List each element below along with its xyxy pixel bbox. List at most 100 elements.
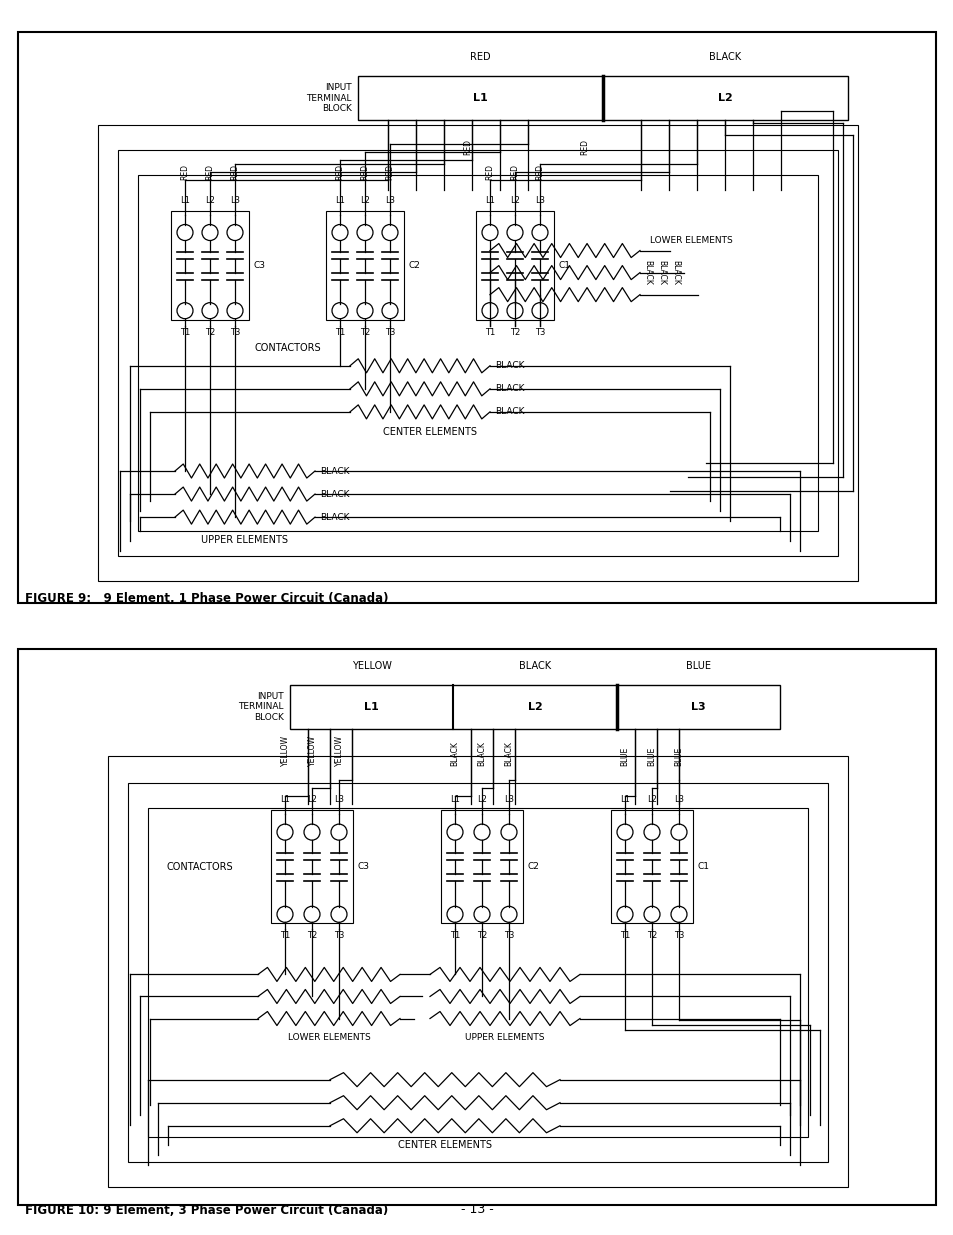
Text: CENTER ELEMENTS: CENTER ELEMENTS	[397, 1140, 492, 1150]
Text: INPUT
TERMINAL
BLOCK: INPUT TERMINAL BLOCK	[238, 692, 284, 721]
Text: L1: L1	[280, 795, 290, 804]
Text: YELLOW: YELLOW	[352, 661, 392, 671]
Text: RED: RED	[463, 140, 472, 156]
Text: T2: T2	[509, 327, 519, 337]
Bar	[326, 211, 403, 320]
Bar	[290, 684, 780, 729]
Text: T1: T1	[484, 327, 495, 337]
Text: RED: RED	[470, 52, 490, 62]
Text: FIGURE 9:   9 Element, 1 Phase Power Circuit (Canada): FIGURE 9: 9 Element, 1 Phase Power Circu…	[25, 593, 388, 605]
Text: BLACK: BLACK	[643, 261, 652, 285]
Text: L3: L3	[385, 196, 395, 205]
Text: LOWER ELEMENTS: LOWER ELEMENTS	[649, 236, 732, 245]
Bar	[148, 808, 807, 1136]
Bar	[610, 810, 692, 924]
Text: C1: C1	[558, 261, 571, 270]
Text: L3: L3	[334, 795, 344, 804]
Text: RED: RED	[205, 164, 214, 180]
Text: L3: L3	[503, 795, 514, 804]
Text: C2: C2	[409, 261, 420, 270]
Text: BLUE: BLUE	[619, 747, 629, 766]
Text: L1: L1	[619, 795, 629, 804]
Text: T3: T3	[384, 327, 395, 337]
Text: BLACK: BLACK	[671, 261, 679, 285]
Text: L2: L2	[510, 196, 519, 205]
Text: YELLOW: YELLOW	[335, 735, 343, 766]
Text: C3: C3	[357, 862, 370, 871]
Text: L1: L1	[450, 795, 459, 804]
Text: L1: L1	[473, 93, 487, 104]
Text: T2: T2	[646, 931, 657, 940]
Text: T1: T1	[619, 931, 630, 940]
Text: BLACK: BLACK	[709, 52, 740, 62]
Text: T2: T2	[476, 931, 487, 940]
Text: BLACK: BLACK	[319, 489, 349, 499]
Text: L3: L3	[673, 795, 683, 804]
Text: L1: L1	[180, 196, 190, 205]
Text: T2: T2	[307, 931, 316, 940]
Text: RED: RED	[360, 164, 369, 180]
Text: UPPER ELEMENTS: UPPER ELEMENTS	[465, 1032, 544, 1041]
Text: T3: T3	[334, 931, 344, 940]
Text: RED: RED	[180, 164, 190, 180]
Text: BLUE: BLUE	[647, 747, 656, 766]
Text: RED: RED	[510, 164, 519, 180]
Bar	[108, 756, 847, 1187]
Text: BLACK: BLACK	[450, 741, 459, 766]
Text: BLACK: BLACK	[518, 661, 551, 671]
Text: YELLOW: YELLOW	[307, 735, 316, 766]
Text: CENTER ELEMENTS: CENTER ELEMENTS	[382, 427, 476, 437]
Text: L2: L2	[646, 795, 657, 804]
Text: L3: L3	[230, 196, 240, 205]
Text: BLACK: BLACK	[495, 362, 524, 370]
Bar	[118, 151, 837, 556]
Text: BLACK: BLACK	[495, 408, 524, 416]
Text: T3: T3	[535, 327, 544, 337]
Text: L1: L1	[484, 196, 495, 205]
Bar	[128, 783, 827, 1162]
Text: L1: L1	[335, 196, 345, 205]
Text: L2: L2	[359, 196, 370, 205]
Text: RED: RED	[485, 164, 494, 180]
Text: T2: T2	[359, 327, 370, 337]
Text: L2: L2	[527, 701, 542, 711]
Text: T2: T2	[205, 327, 214, 337]
Text: BLUE: BLUE	[685, 661, 710, 671]
Text: BLACK: BLACK	[319, 467, 349, 475]
Text: RED: RED	[335, 164, 344, 180]
Text: RED: RED	[579, 140, 589, 156]
Bar	[98, 125, 857, 582]
Text: - 13 -: - 13 -	[460, 1203, 493, 1216]
Text: L3: L3	[535, 196, 544, 205]
Text: C3: C3	[253, 261, 266, 270]
Text: L3: L3	[690, 701, 704, 711]
Bar	[440, 810, 522, 924]
Text: C2: C2	[527, 862, 539, 871]
Text: FIGURE 10: 9 Element, 3 Phase Power Circuit (Canada): FIGURE 10: 9 Element, 3 Phase Power Circ…	[25, 1204, 388, 1216]
Text: RED: RED	[385, 164, 395, 180]
Bar	[138, 175, 817, 531]
Text: BLACK: BLACK	[504, 741, 513, 766]
Text: CONTACTORS: CONTACTORS	[254, 343, 321, 353]
Text: L2: L2	[718, 93, 732, 104]
Text: CONTACTORS: CONTACTORS	[167, 862, 233, 872]
Text: L2: L2	[476, 795, 486, 804]
Text: T1: T1	[279, 931, 290, 940]
Text: INPUT
TERMINAL
BLOCK: INPUT TERMINAL BLOCK	[306, 83, 352, 114]
Text: T1: T1	[450, 931, 459, 940]
Text: T3: T3	[673, 931, 683, 940]
Bar	[476, 211, 554, 320]
Text: L1: L1	[364, 701, 378, 711]
Text: BLUE: BLUE	[674, 747, 682, 766]
Text: UPPER ELEMENTS: UPPER ELEMENTS	[201, 535, 288, 545]
Bar	[357, 77, 847, 120]
Text: L2: L2	[307, 795, 316, 804]
Text: T3: T3	[230, 327, 240, 337]
Text: C1: C1	[698, 862, 709, 871]
Text: BLACK: BLACK	[477, 741, 486, 766]
Text: YELLOW: YELLOW	[280, 735, 289, 766]
Text: RED: RED	[231, 164, 239, 180]
Text: T1: T1	[180, 327, 190, 337]
Text: RED: RED	[535, 164, 544, 180]
Bar	[271, 810, 353, 924]
